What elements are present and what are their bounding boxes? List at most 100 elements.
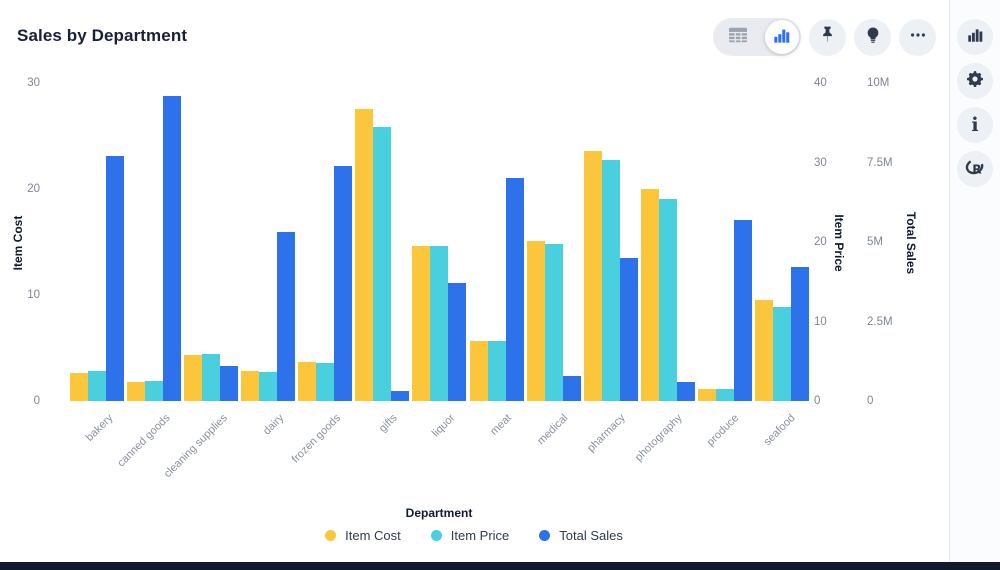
bar-group-meat — [469, 83, 524, 401]
x-label-meat: meat — [488, 412, 514, 438]
x-label-dairy: dairy — [261, 412, 287, 438]
bar-chart-icon — [773, 26, 791, 49]
bar-total-sales-medical[interactable] — [562, 376, 581, 401]
info-icon: i — [971, 113, 979, 136]
bar-item-price-medical[interactable] — [544, 244, 563, 401]
bar-item-cost-medical[interactable] — [526, 241, 545, 401]
bar-item-cost-cleaning-supplies[interactable] — [184, 355, 203, 401]
plot-area — [70, 83, 809, 401]
tick-right2-7.5M: 7.5M — [867, 156, 893, 169]
svg-text:R: R — [972, 162, 982, 176]
bar-item-price-meat[interactable] — [487, 341, 506, 401]
bar-item-cost-dairy[interactable] — [241, 371, 260, 401]
page-title: Sales by Department — [17, 26, 188, 45]
tick-left-0: 0 — [33, 395, 40, 407]
bar-item-price-liquor[interactable] — [430, 246, 449, 401]
bar-group-liquor — [412, 83, 467, 401]
more-options-button[interactable] — [899, 18, 936, 56]
x-label-cleaning-supplies: cleaning supplies — [161, 412, 230, 481]
tick-left-20: 20 — [27, 183, 40, 195]
bar-total-sales-produce[interactable] — [733, 220, 752, 401]
legend-label: Total Sales — [559, 528, 623, 543]
bar-item-cost-seafood[interactable] — [754, 300, 773, 401]
bar-item-price-photography[interactable] — [658, 199, 677, 401]
sidebar-settings-button[interactable] — [957, 63, 993, 99]
bar-item-price-bakery[interactable] — [88, 371, 106, 401]
x-label-seafood: seafood — [761, 412, 799, 449]
chart-legend: Item Cost Item Price Total Sales — [0, 528, 948, 543]
bar-item-price-pharmacy[interactable] — [601, 160, 620, 401]
legend-item-item-price[interactable]: Item Price — [430, 528, 510, 543]
bar-total-sales-dairy[interactable] — [277, 232, 296, 401]
legend-item-total-sales[interactable]: Total Sales — [539, 528, 623, 543]
tick-left-10: 10 — [27, 289, 40, 301]
r-language-icon: R — [964, 157, 986, 182]
sidebar-chart-button[interactable] — [957, 19, 993, 55]
legend-item-item-cost[interactable]: Item Cost — [325, 528, 401, 543]
bar-item-cost-frozen-goods[interactable] — [298, 362, 317, 401]
insights-button[interactable] — [854, 18, 891, 56]
bar-group-canned-goods — [127, 83, 182, 401]
tick-left-30: 30 — [27, 77, 40, 89]
bar-total-sales-gifts[interactable] — [391, 391, 410, 401]
right-sidebar: i R — [949, 0, 1000, 562]
bar-item-price-gifts[interactable] — [373, 127, 392, 401]
bar-item-cost-gifts[interactable] — [355, 109, 374, 401]
legend-label: Item Price — [450, 528, 510, 543]
bar-item-cost-pharmacy[interactable] — [583, 151, 602, 401]
legend-dot — [430, 530, 442, 541]
view-toggle — [713, 18, 801, 56]
bar-item-price-frozen-goods[interactable] — [316, 363, 335, 401]
sidebar-info-button[interactable]: i — [957, 107, 993, 143]
bar-total-sales-pharmacy[interactable] — [619, 258, 638, 401]
bar-group-medical — [526, 83, 581, 401]
bar-total-sales-photography[interactable] — [676, 382, 695, 401]
x-axis-title-department: Department — [405, 506, 473, 520]
bar-total-sales-seafood[interactable] — [790, 267, 809, 401]
bar-group-seafood — [754, 83, 809, 401]
bar-item-price-cleaning-supplies[interactable] — [202, 354, 221, 401]
chart-view-button[interactable] — [765, 20, 799, 54]
bar-total-sales-bakery[interactable] — [106, 156, 124, 401]
x-label-gifts: gifts — [377, 412, 401, 435]
tick-right1-40: 40 — [814, 77, 827, 89]
tick-right2-10M: 10M — [867, 77, 890, 89]
bar-item-cost-meat[interactable] — [469, 341, 488, 401]
sidebar-r-logo-button[interactable]: R — [957, 151, 993, 187]
bar-item-cost-canned-goods[interactable] — [127, 382, 146, 401]
bar-total-sales-liquor[interactable] — [448, 283, 467, 401]
x-label-pharmacy: pharmacy — [584, 412, 628, 455]
y-axis-title-item-cost: Item Cost — [11, 215, 25, 271]
bar-item-price-seafood[interactable] — [772, 307, 791, 401]
bar-total-sales-cleaning-supplies[interactable] — [220, 366, 239, 401]
x-label-liquor: liquor — [429, 412, 457, 440]
x-label-photography: photography — [632, 412, 685, 464]
bar-total-sales-canned-goods[interactable] — [163, 96, 182, 401]
x-label-frozen-goods: frozen goods — [289, 412, 344, 466]
gear-icon — [965, 69, 985, 94]
bar-total-sales-frozen-goods[interactable] — [334, 166, 353, 401]
bar-item-price-produce[interactable] — [715, 389, 734, 401]
bar-total-sales-meat[interactable] — [505, 178, 524, 401]
tick-right1-10: 10 — [814, 315, 827, 328]
pin-button[interactable] — [809, 18, 846, 56]
bar-group-pharmacy — [583, 83, 638, 401]
bar-item-cost-photography[interactable] — [640, 189, 659, 401]
tick-right1-30: 30 — [814, 156, 827, 169]
pin-icon — [818, 25, 837, 49]
bar-item-cost-bakery[interactable] — [70, 373, 88, 401]
bar-item-cost-liquor[interactable] — [412, 246, 431, 401]
legend-dot — [539, 530, 551, 541]
tick-right2-2.5M: 2.5M — [867, 315, 893, 328]
x-label-medical: medical — [535, 412, 571, 448]
tick-right2-5M: 5M — [867, 236, 883, 248]
table-view-button[interactable] — [713, 26, 763, 49]
bar-item-price-canned-goods[interactable] — [145, 381, 164, 401]
x-label-produce: produce — [704, 412, 742, 449]
bar-item-price-dairy[interactable] — [259, 372, 278, 401]
legend-dot — [325, 530, 337, 541]
x-label-canned-goods: canned goods — [115, 412, 173, 470]
bar-group-frozen-goods — [298, 83, 353, 401]
bar-item-cost-produce[interactable] — [697, 389, 716, 401]
